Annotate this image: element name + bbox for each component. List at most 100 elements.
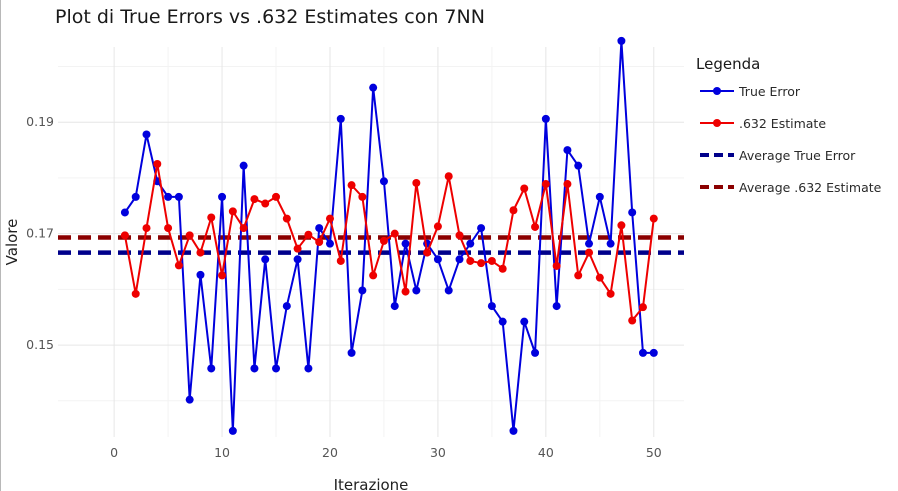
series-true-error-point: [455, 255, 464, 264]
series-true-error-point: [164, 192, 173, 201]
series-true-error-point: [347, 348, 356, 357]
series-632-estimate-point: [282, 214, 291, 223]
series-632-estimate-point: [358, 192, 367, 201]
series-632-estimate-point: [336, 256, 345, 265]
x-tick-label: 10: [214, 445, 230, 460]
series-632-estimate-point: [261, 199, 270, 208]
series-632-estimate-point: [628, 316, 637, 325]
series-632-estimate-point: [369, 271, 378, 280]
series-true-error-point: [272, 364, 281, 373]
x-tick-label: 50: [646, 445, 662, 460]
series-true-error-point: [218, 192, 227, 201]
series-true-error-point: [617, 36, 626, 45]
series-true-error-point: [585, 239, 594, 248]
legend-swatch-true-error: [700, 87, 734, 95]
series-true-error-point: [638, 348, 647, 357]
series-632-estimate-point: [228, 207, 237, 216]
series-true-error-point: [552, 302, 561, 311]
series-632-estimate-point: [466, 256, 475, 265]
series-true-error-point: [325, 239, 334, 248]
series-632-estimate-point: [498, 264, 507, 273]
series-632-estimate-point: [120, 231, 129, 240]
legend-label-true-error: True Error: [739, 84, 800, 99]
series-632-estimate-point: [487, 256, 496, 265]
series-632-estimate-point: [239, 224, 248, 233]
legend-title: Legenda: [696, 55, 761, 73]
series-632-estimate-point: [649, 214, 658, 223]
series-632-estimate-point: [552, 261, 561, 270]
series-true-error-point: [574, 161, 583, 170]
legend-item-average-632-estimate[interactable]: Average .632 Estimate: [696, 177, 881, 209]
series-632-estimate-point: [617, 221, 626, 230]
series-true-error-point: [401, 239, 410, 248]
series-632-estimate-point: [585, 248, 594, 257]
series-true-error-point: [531, 348, 540, 357]
series-true-error-point: [131, 192, 140, 201]
y-tick-label: 0.19: [26, 114, 54, 129]
series-632-estimate-point: [638, 303, 647, 312]
series-632-estimate-point: [131, 289, 140, 298]
series-632-estimate-point: [606, 289, 615, 298]
series-632-estimate-point: [509, 206, 518, 215]
series-632-estimate-point: [595, 273, 604, 282]
series-true-error-point: [541, 114, 550, 123]
series-632-estimate-point: [196, 248, 205, 257]
series-632-estimate-line: [123, 163, 655, 322]
series-true-error-point: [498, 317, 507, 326]
legend-label-average-632-estimate: Average .632 Estimate: [739, 180, 882, 195]
series-true-error-point: [207, 364, 216, 373]
series-true-error-point: [174, 192, 183, 201]
legend-swatch-average-true-error: [700, 153, 734, 157]
series-632-estimate-point: [174, 261, 183, 270]
series-true-error-point: [412, 286, 421, 295]
series-true-error-point: [433, 255, 442, 264]
series-632-estimate-point: [250, 195, 259, 204]
legend-item-632-estimate[interactable]: .632 Estimate: [696, 113, 826, 145]
series-632-estimate-point: [574, 271, 583, 280]
legend-label-average-true-error: Average True Error: [739, 148, 856, 163]
series-632-estimate-point: [412, 178, 421, 187]
series-632-estimate-point: [531, 222, 540, 231]
x-tick-label: 0: [110, 445, 118, 460]
window-left-border: [0, 0, 1, 491]
series-632-estimate-point: [401, 287, 410, 296]
legend-swatch-632-estimate: [700, 119, 734, 127]
series-632-estimate-point: [293, 244, 302, 253]
series-true-error-point: [120, 208, 129, 217]
series-true-error-point: [239, 161, 248, 170]
series-true-error-point: [228, 426, 237, 435]
chart-title: Plot di True Errors vs .632 Estimates co…: [55, 6, 485, 28]
y-axis-title: Valore: [3, 219, 21, 266]
series-true-error-point: [477, 224, 486, 233]
series-true-error-point: [336, 114, 345, 123]
series-632-estimate-point: [207, 213, 216, 222]
series-true-error-point: [304, 364, 313, 373]
series-632-estimate-point: [347, 181, 356, 190]
series-true-error-point: [466, 239, 475, 248]
series-632-estimate-point: [142, 224, 151, 233]
series-true-error-point: [520, 317, 529, 326]
series-true-error-line: [124, 39, 654, 432]
series-true-error-point: [196, 270, 205, 279]
series-632-estimate-point: [477, 259, 486, 268]
series-632-estimate-point: [520, 184, 529, 193]
series-632-estimate-point: [153, 160, 162, 168]
series-true-error-point: [509, 426, 518, 435]
series-true-error-point: [315, 224, 324, 233]
series-true-error-point: [185, 395, 194, 404]
y-tick-label: 0.17: [26, 226, 54, 241]
x-tick-label: 20: [322, 445, 338, 460]
series-true-error-point: [595, 192, 604, 201]
legend-swatch-average-632-estimate: [700, 185, 734, 189]
series-true-error-point: [261, 255, 270, 264]
x-tick-label: 30: [430, 445, 446, 460]
series-true-error-point: [487, 302, 496, 311]
series-632-estimate-point: [444, 172, 453, 181]
series-true-error-point: [563, 146, 572, 155]
legend-item-true-error[interactable]: True Error: [696, 81, 800, 113]
legend-item-average-true-error[interactable]: Average True Error: [696, 145, 855, 177]
legend-label-632-estimate: .632 Estimate: [739, 116, 827, 131]
series-632-estimate-point: [164, 224, 173, 233]
series-632-estimate-point: [218, 271, 227, 280]
